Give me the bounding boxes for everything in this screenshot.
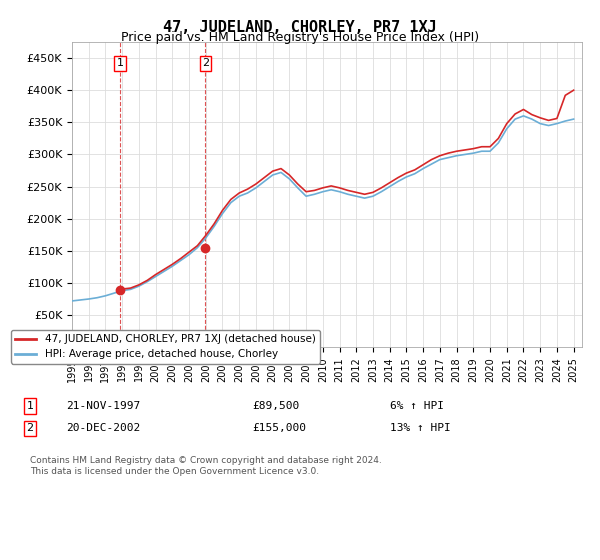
Text: £89,500: £89,500: [252, 401, 299, 411]
Text: Price paid vs. HM Land Registry's House Price Index (HPI): Price paid vs. HM Land Registry's House …: [121, 31, 479, 44]
Text: Contains HM Land Registry data © Crown copyright and database right 2024.
This d: Contains HM Land Registry data © Crown c…: [30, 456, 382, 476]
Text: £155,000: £155,000: [252, 423, 306, 433]
Legend: 47, JUDELAND, CHORLEY, PR7 1XJ (detached house), HPI: Average price, detached ho: 47, JUDELAND, CHORLEY, PR7 1XJ (detached…: [11, 330, 320, 363]
Text: 13% ↑ HPI: 13% ↑ HPI: [390, 423, 451, 433]
Text: 6% ↑ HPI: 6% ↑ HPI: [390, 401, 444, 411]
Text: 1: 1: [116, 58, 124, 68]
Text: 2: 2: [26, 423, 34, 433]
Text: 2: 2: [202, 58, 209, 68]
Text: 21-NOV-1997: 21-NOV-1997: [66, 401, 140, 411]
Text: 1: 1: [26, 401, 34, 411]
Text: 47, JUDELAND, CHORLEY, PR7 1XJ: 47, JUDELAND, CHORLEY, PR7 1XJ: [163, 20, 437, 35]
Text: 20-DEC-2002: 20-DEC-2002: [66, 423, 140, 433]
